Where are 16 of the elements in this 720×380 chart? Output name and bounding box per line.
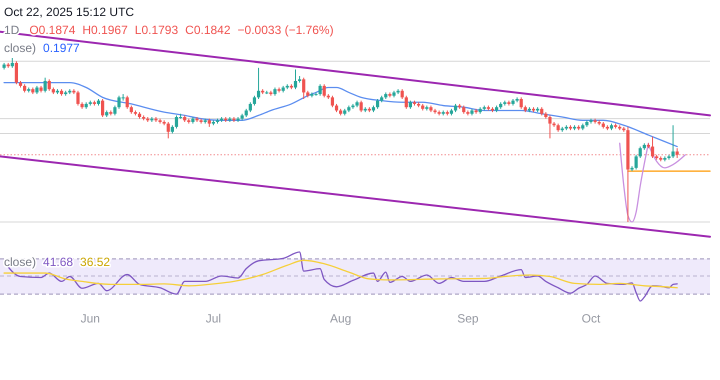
chart-subtitle: Oct 22, 2025 15:12 UTC <box>4 5 134 19</box>
text: L0.1793 <box>134 23 178 37</box>
annotation: close) <box>4 255 36 269</box>
x-tick-label: Jun <box>80 312 100 326</box>
annotation: 36.52 <box>80 255 110 269</box>
text: O0.1874 <box>29 23 76 37</box>
text: H0.1967 <box>82 23 128 37</box>
x-tick-label: Oct <box>582 312 601 326</box>
text: 0.1977 <box>43 41 80 55</box>
x-tick-label: Sep <box>457 312 479 326</box>
text: −0.0033 (−1.76%) <box>238 23 334 37</box>
annotation: 41.68 <box>43 255 74 269</box>
text: close) <box>4 41 36 55</box>
x-tick-label: Aug <box>330 312 352 326</box>
x-tick-label: Jul <box>206 312 222 326</box>
text: C0.1842 <box>185 23 231 37</box>
